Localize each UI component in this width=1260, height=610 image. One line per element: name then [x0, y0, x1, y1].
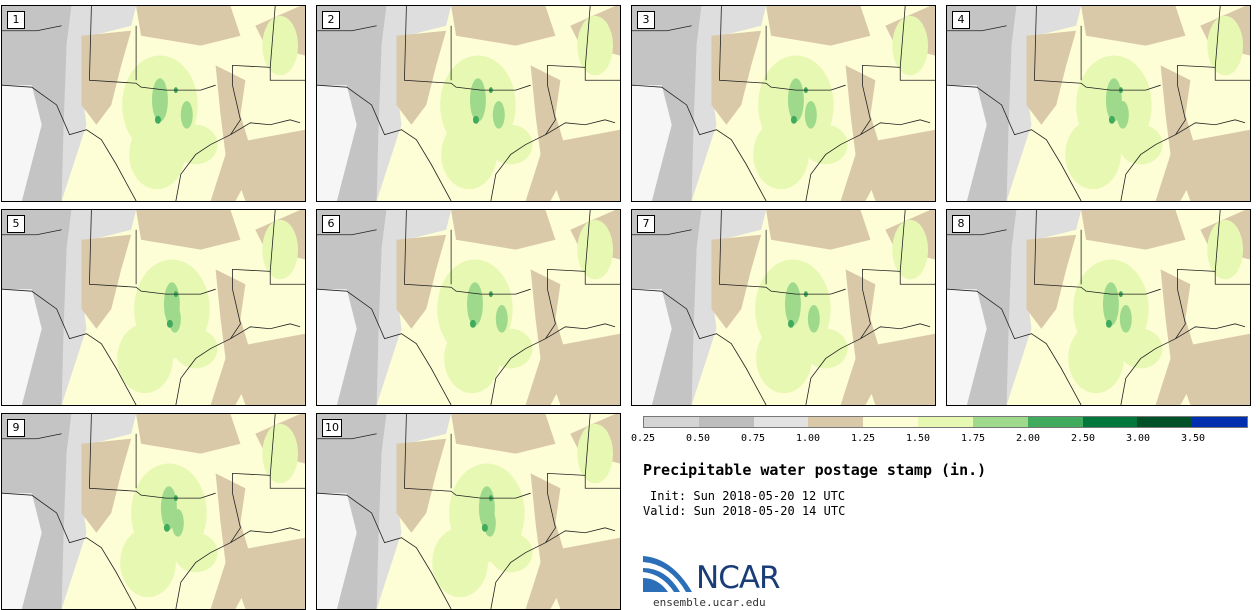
colorbar-segment — [753, 417, 809, 427]
source-url: ensemble.ucar.edu — [653, 596, 766, 609]
member-number-label: 4 — [952, 11, 970, 29]
ensemble-member-map: 2 — [316, 5, 621, 202]
member-number-label: 9 — [7, 419, 25, 437]
member-number-label: 8 — [952, 215, 970, 233]
colorbar-tick-label: 0.75 — [740, 433, 766, 444]
colorbar-segment — [1192, 417, 1247, 427]
ensemble-member-map: 5 — [1, 209, 306, 406]
colorbar-tick-label: 1.00 — [795, 433, 821, 444]
colorbar-tick-label: 3.50 — [1180, 433, 1206, 444]
colorbar-segment — [1082, 417, 1138, 427]
ncar-logo — [643, 556, 692, 592]
colorbar-tick-label: 0.50 — [685, 433, 711, 444]
ncar-logo-text: NCAR — [696, 560, 781, 596]
colorbar-segment — [972, 417, 1028, 427]
map-field — [632, 6, 935, 201]
colorbar-segment — [1027, 417, 1083, 427]
colorbar-segment — [698, 417, 754, 427]
ensemble-member-map: 1 — [1, 5, 306, 202]
init-time: Init: Sun 2018-05-20 12 UTC — [650, 489, 846, 503]
map-field — [317, 6, 620, 201]
map-field — [947, 210, 1250, 405]
member-number-label: 10 — [322, 419, 342, 437]
colorbar-segment — [644, 417, 699, 427]
map-field — [2, 6, 305, 201]
map-field — [317, 210, 620, 405]
map-field — [947, 6, 1250, 201]
colorbar-labels: 0.25 0.50 0.75 1.00 1.25 1.50 1.75 2.00 2.50 3.00… — [630, 433, 1260, 447]
member-number-label: 5 — [7, 215, 25, 233]
colorbar-tick-label: 1.75 — [960, 433, 986, 444]
member-number-label: 7 — [637, 215, 655, 233]
ensemble-member-map: 9 — [1, 413, 306, 610]
colorbar-segment — [1137, 417, 1193, 427]
map-field — [2, 210, 305, 405]
figure-title: Precipitable water postage stamp (in.) — [643, 461, 987, 479]
colorbar-tick-label: 2.00 — [1015, 433, 1041, 444]
colorbar-segment — [808, 417, 864, 427]
colorbar-tick-label: 3.00 — [1125, 433, 1151, 444]
member-number-label: 1 — [7, 11, 25, 29]
ensemble-member-map: 6 — [316, 209, 621, 406]
colorbar-tick-label: 0.25 — [630, 433, 656, 444]
valid-time: Valid: Sun 2018-05-20 14 UTC — [643, 504, 846, 518]
colorbar-tick-label: 1.25 — [850, 433, 876, 444]
ensemble-member-map: 7 — [631, 209, 936, 406]
member-number-label: 6 — [322, 215, 340, 233]
ensemble-member-map: 4 — [946, 5, 1251, 202]
map-field — [2, 414, 305, 609]
member-number-label: 2 — [322, 11, 340, 29]
ensemble-member-map: 8 — [946, 209, 1251, 406]
ensemble-member-map: 10 — [316, 413, 621, 610]
colorbar-tick-label: 1.50 — [905, 433, 931, 444]
colorbar-segment — [918, 417, 973, 427]
colorbar — [643, 416, 1248, 428]
map-field — [632, 210, 935, 405]
colorbar-tick-label: 2.50 — [1070, 433, 1096, 444]
ensemble-member-map: 3 — [631, 5, 936, 202]
member-number-label: 3 — [637, 11, 655, 29]
map-field — [317, 414, 620, 609]
colorbar-segment — [863, 417, 919, 427]
